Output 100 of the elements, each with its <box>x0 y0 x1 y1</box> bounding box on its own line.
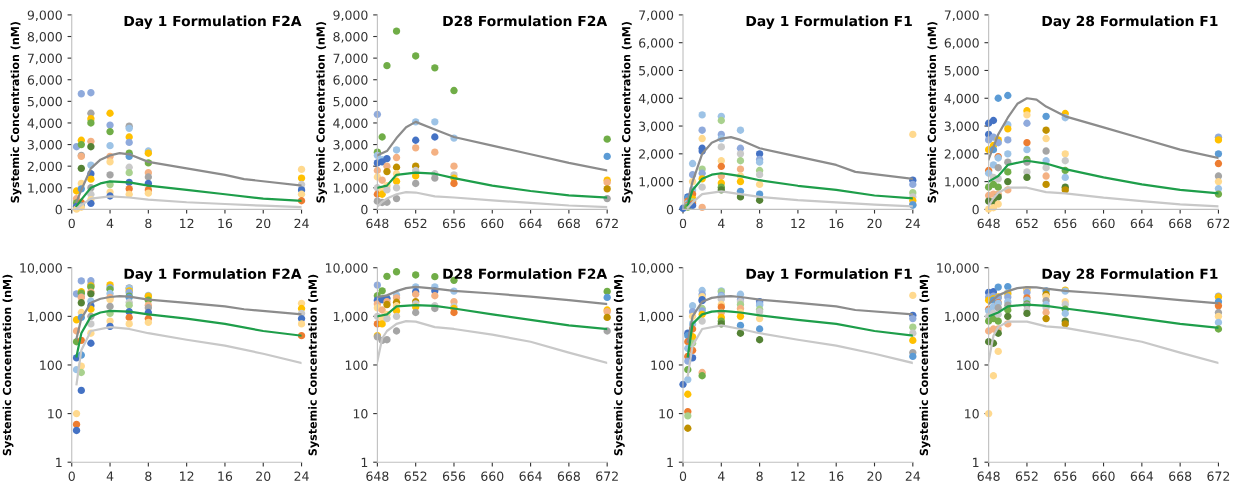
x-tick-label: 664 <box>1130 218 1154 229</box>
x-tick-label: 20 <box>256 218 271 229</box>
x-tick-label: 4 <box>106 218 114 228</box>
y-tick-label: 2,000 <box>944 149 979 161</box>
x-tick-label: 672 <box>596 471 618 481</box>
x-tick-label: 656 <box>442 471 466 481</box>
y-tick-label: 4,000 <box>27 118 62 130</box>
x-tick-label: 660 <box>481 471 504 481</box>
x-tick-label: 8 <box>756 218 763 229</box>
y-tick-label: 6,000 <box>27 75 62 86</box>
x-tick-label: 4 <box>106 471 114 481</box>
chart-title: Day 1 Formulation F1 <box>746 15 912 30</box>
x-tick-label: 648 <box>977 471 1000 481</box>
y-tick-label: 4,000 <box>638 93 674 105</box>
x-tick-label: 648 <box>366 471 389 481</box>
y-tick-label: 10,000 <box>937 263 979 274</box>
x-tick-label: 0 <box>679 471 687 481</box>
y-tick-label: 2,000 <box>333 161 368 173</box>
y-axis-title: Systemic Concentration (nM) <box>613 274 625 456</box>
y-tick-label: 1 <box>973 457 979 467</box>
y-tick-label: 1,000 <box>639 311 674 323</box>
x-tick-label: 20 <box>256 471 271 481</box>
x-tick-label: 672 <box>1207 471 1230 481</box>
x-tick-label: 16 <box>829 471 844 481</box>
y-tick-label: 6,000 <box>639 38 674 49</box>
y-axis-title: Systemic Concentration (nM) <box>919 274 931 456</box>
y-axis-title: Systemic Concentration (nM) <box>10 21 22 203</box>
x-tick-label: 652 <box>1015 471 1038 481</box>
y-tick-label: 7,000 <box>944 10 979 22</box>
y-tick-label: 1,000 <box>639 177 674 188</box>
y-tick-label: 1,000 <box>333 311 368 323</box>
y-tick-label: 100 <box>957 360 979 370</box>
y-tick-label: 3,000 <box>333 140 368 151</box>
y-tick-label: 2,000 <box>27 161 62 173</box>
x-tick-label: 668 <box>557 471 580 481</box>
y-tick-label: 4,000 <box>333 118 368 130</box>
x-tick-label: 8 <box>756 471 763 481</box>
x-tick-label: 648 <box>977 218 1000 229</box>
y-tick-label: 5,000 <box>27 96 62 108</box>
y-tick-label: 7,000 <box>333 53 368 65</box>
x-tick-label: 652 <box>404 218 427 229</box>
y-tick-label: 1,000 <box>945 177 979 188</box>
y-tick-label: 1 <box>361 457 368 467</box>
y-tick-label: 7,000 <box>27 53 62 65</box>
x-tick-label: 24 <box>294 218 309 228</box>
y-tick-label: 3,000 <box>27 140 62 151</box>
y-tick-label: 1,000 <box>333 183 368 194</box>
y-tick-label: 8,000 <box>333 31 368 43</box>
y-tick-label: 0 <box>666 204 674 215</box>
chart-title: Day 1 Formulation F2A <box>124 15 302 30</box>
y-axis-title: Systemic Concentration (nM) <box>308 274 320 456</box>
y-tick-label: 100 <box>345 360 368 370</box>
x-tick-label: 0 <box>679 218 687 229</box>
y-tick-label: 5,000 <box>333 96 368 108</box>
x-tick-label: 648 <box>366 218 389 229</box>
chart-title: D28 Formulation F2A <box>443 15 608 27</box>
x-tick-label: 8 <box>145 471 152 481</box>
x-tick-label: 656 <box>442 218 466 229</box>
y-tick-label: 5,000 <box>639 65 674 77</box>
y-tick-label: 10 <box>48 409 62 419</box>
y-tick-label: 0 <box>55 204 62 215</box>
x-tick-label: 16 <box>218 471 233 481</box>
y-tick-label: 10,000 <box>325 263 368 274</box>
x-tick-label: 664 <box>1130 471 1154 481</box>
y-tick-label: 9,000 <box>27 10 62 22</box>
chart-title: Day 1 Formulation F1 <box>746 268 912 282</box>
x-tick-label: 660 <box>1092 218 1115 229</box>
y-axis-title: Systemic Concentration (nM) <box>316 21 328 203</box>
y-tick-label: 6,000 <box>944 38 979 49</box>
x-tick-label: 656 <box>1054 471 1077 481</box>
x-tick-label: 16 <box>829 218 844 229</box>
y-tick-label: 1,000 <box>28 183 62 194</box>
x-tick-label: 668 <box>557 218 580 229</box>
x-tick-label: 668 <box>1169 471 1192 481</box>
x-tick-label: 8 <box>145 218 152 229</box>
y-tick-label: 0 <box>361 204 368 215</box>
y-tick-label: 10 <box>353 409 368 419</box>
x-tick-label: 12 <box>791 218 805 228</box>
x-tick-label: 672 <box>1207 218 1230 229</box>
x-tick-label: 0 <box>68 471 75 481</box>
x-tick-label: 4 <box>717 218 725 228</box>
chart-title: D28 Formulation F2A <box>443 268 608 280</box>
y-tick-label: 100 <box>651 360 674 370</box>
x-tick-label: 672 <box>596 218 618 229</box>
y-tick-label: 1 <box>667 457 673 467</box>
x-tick-label: 652 <box>404 471 427 481</box>
x-tick-label: 668 <box>1169 218 1192 229</box>
x-tick-label: 0 <box>68 218 75 229</box>
x-tick-label: 4 <box>717 471 725 481</box>
x-tick-label: 16 <box>218 218 233 229</box>
y-tick-label: 1,000 <box>28 311 62 323</box>
x-tick-label: 24 <box>905 471 921 481</box>
x-tick-label: 24 <box>905 218 921 228</box>
x-tick-label: 660 <box>481 218 504 229</box>
chart-title: Day 28 Formulation F1 <box>1042 15 1218 30</box>
x-tick-label: 20 <box>867 471 882 481</box>
y-axis-title: Systemic Concentration (nM) <box>927 21 939 203</box>
y-tick-label: 2,000 <box>639 149 674 161</box>
y-tick-label: 8,000 <box>27 31 62 43</box>
x-tick-label: 12 <box>180 218 194 228</box>
